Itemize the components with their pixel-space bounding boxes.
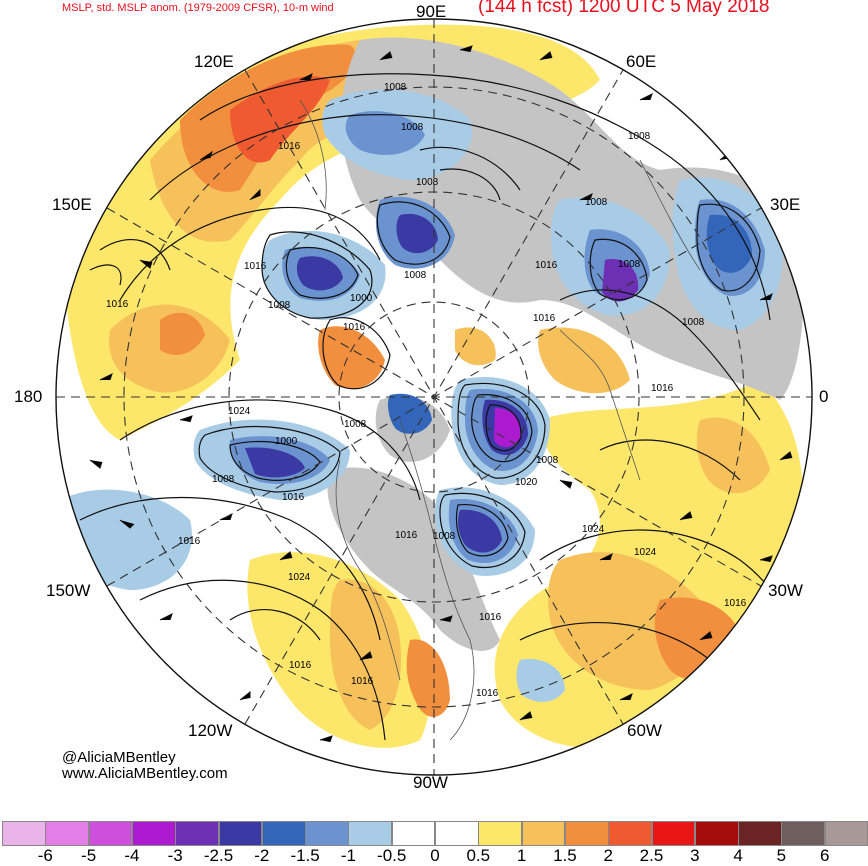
credit-handle: @AliciaMBentley — [62, 749, 176, 766]
colorbar-label: -1.5 — [290, 846, 320, 865]
colorbar-swatch — [521, 821, 566, 846]
coastlines — [299, 99, 701, 741]
isobar-label: 1008 — [401, 122, 424, 133]
isobar-contours — [79, 73, 801, 741]
isobar-label: 1008 — [536, 455, 559, 466]
colorbar-swatch — [781, 821, 826, 846]
isobar-label: 1024 — [634, 547, 657, 558]
isobar-label: 1016 — [395, 530, 418, 541]
colorbar-label: -3 — [167, 846, 183, 865]
label-90w: 90W — [413, 773, 448, 792]
isobar-label: 1016 — [533, 313, 556, 324]
isobar-label: 1008 — [384, 82, 407, 93]
colorbar-swatch — [564, 821, 609, 846]
colorbar-label: -0.5 — [377, 846, 407, 865]
label-0: 0 — [819, 387, 829, 406]
colorbar-swatch — [608, 821, 652, 846]
colorbar-label: 1.5 — [553, 846, 577, 865]
map-boundary — [55, 18, 813, 776]
colorbar-swatch — [131, 821, 176, 846]
label-60e: 60E — [626, 52, 657, 71]
colorbar-label: 4 — [733, 846, 743, 865]
colorbar-swatch — [391, 821, 436, 846]
isobar-label: 1016 — [479, 612, 502, 623]
label-120w: 120W — [188, 721, 233, 740]
colorbar-swatch — [435, 821, 479, 846]
label-120e: 120E — [194, 52, 234, 71]
label-90e: 90E — [416, 2, 447, 21]
colorbar-label: -1 — [340, 846, 356, 865]
isobar-label: 1008 — [433, 531, 456, 542]
isobar-label: 1016 — [343, 322, 366, 333]
isobar-label: 1024 — [228, 406, 251, 417]
isobar-label: 1016 — [278, 141, 301, 152]
colorbar-swatch — [45, 821, 90, 846]
colorbar-swatch — [305, 821, 349, 846]
positive-anomaly-shading — [60, 24, 804, 748]
colorbar-swatch — [2, 821, 46, 846]
colorbar-swatch — [694, 821, 739, 846]
map-disc-content — [56, 19, 812, 775]
label-60w: 60W — [627, 721, 662, 740]
colorbar-label: -2.5 — [203, 846, 234, 865]
graticule — [56, 19, 812, 775]
isobar-label: 1008 — [628, 131, 651, 142]
colorbar-label: 5 — [776, 846, 787, 865]
label-180: 180 — [14, 387, 43, 406]
colorbar-swatch — [88, 821, 133, 846]
isobar-label: 1016 — [282, 492, 305, 503]
colorbar-swatch — [175, 821, 219, 846]
isobar-label: 1016 — [535, 260, 558, 271]
forecast-time: (144 h fcst) 1200 UTC 5 May 2018 — [478, 0, 770, 17]
isobar-label: 1008 — [212, 474, 235, 485]
map-title: MSLP, std. MSLP anom. (1979-2009 CFSR), … — [62, 2, 334, 14]
colorbar-swatch — [824, 821, 868, 846]
colorbar-swatch — [261, 821, 306, 846]
colorbar-swatch — [478, 821, 523, 846]
isobar-label: 1008 — [682, 317, 705, 328]
label-30e: 30E — [770, 195, 801, 214]
isobar-label: 1008 — [585, 197, 608, 208]
isobar-label: 1016 — [651, 383, 674, 394]
colorbar-label: -6 — [37, 846, 53, 865]
isobar-label: 1008 — [618, 259, 641, 270]
isobar-label: 1016 — [178, 536, 201, 547]
label-150w: 150W — [46, 581, 91, 600]
label-150e: 150E — [52, 195, 92, 214]
colorbar-label: 3 — [690, 846, 700, 865]
isobar-label: 1008 — [404, 270, 427, 281]
isobar-label: 1016 — [476, 688, 499, 699]
colorbar-label: -2 — [254, 846, 270, 865]
colorbar-label: 1 — [516, 846, 527, 865]
colorbar-label: 0.5 — [466, 846, 491, 865]
colorbar-swatch — [651, 821, 696, 846]
isobar-label: 1016 — [106, 299, 129, 310]
isobar-label: 1008 — [416, 177, 439, 188]
isobar-label: 1000 — [350, 293, 373, 304]
isobar-label: 1000 — [275, 436, 298, 447]
colorbar-swatch — [348, 821, 393, 846]
colorbar-label: 6 — [819, 846, 830, 865]
isobar-label: 1008 — [344, 419, 367, 430]
isobar-label: 1024 — [582, 524, 605, 535]
isobar-label: 1008 — [268, 300, 291, 311]
credit-website: www.AliciaMBentley.com — [62, 765, 228, 782]
colorbar-label: 2 — [603, 846, 613, 865]
isobar-label: 1016 — [724, 598, 747, 609]
colorbar-swatch — [218, 821, 263, 846]
isobar-label: 1020 — [515, 477, 538, 488]
colorbar-label: -5 — [81, 846, 97, 865]
colorbar-label: -4 — [124, 846, 140, 865]
isobar-label: 1024 — [288, 572, 311, 583]
isobar-label: 1016 — [351, 676, 374, 687]
colorbar-label: 2.5 — [639, 846, 664, 865]
label-30w: 30W — [768, 581, 803, 600]
colorbar-label: 0 — [430, 846, 440, 865]
isobar-label: 1016 — [244, 261, 267, 272]
wind-barbs — [89, 45, 793, 743]
colorbar-swatch — [738, 821, 782, 846]
isobar-label: 1016 — [289, 660, 312, 671]
